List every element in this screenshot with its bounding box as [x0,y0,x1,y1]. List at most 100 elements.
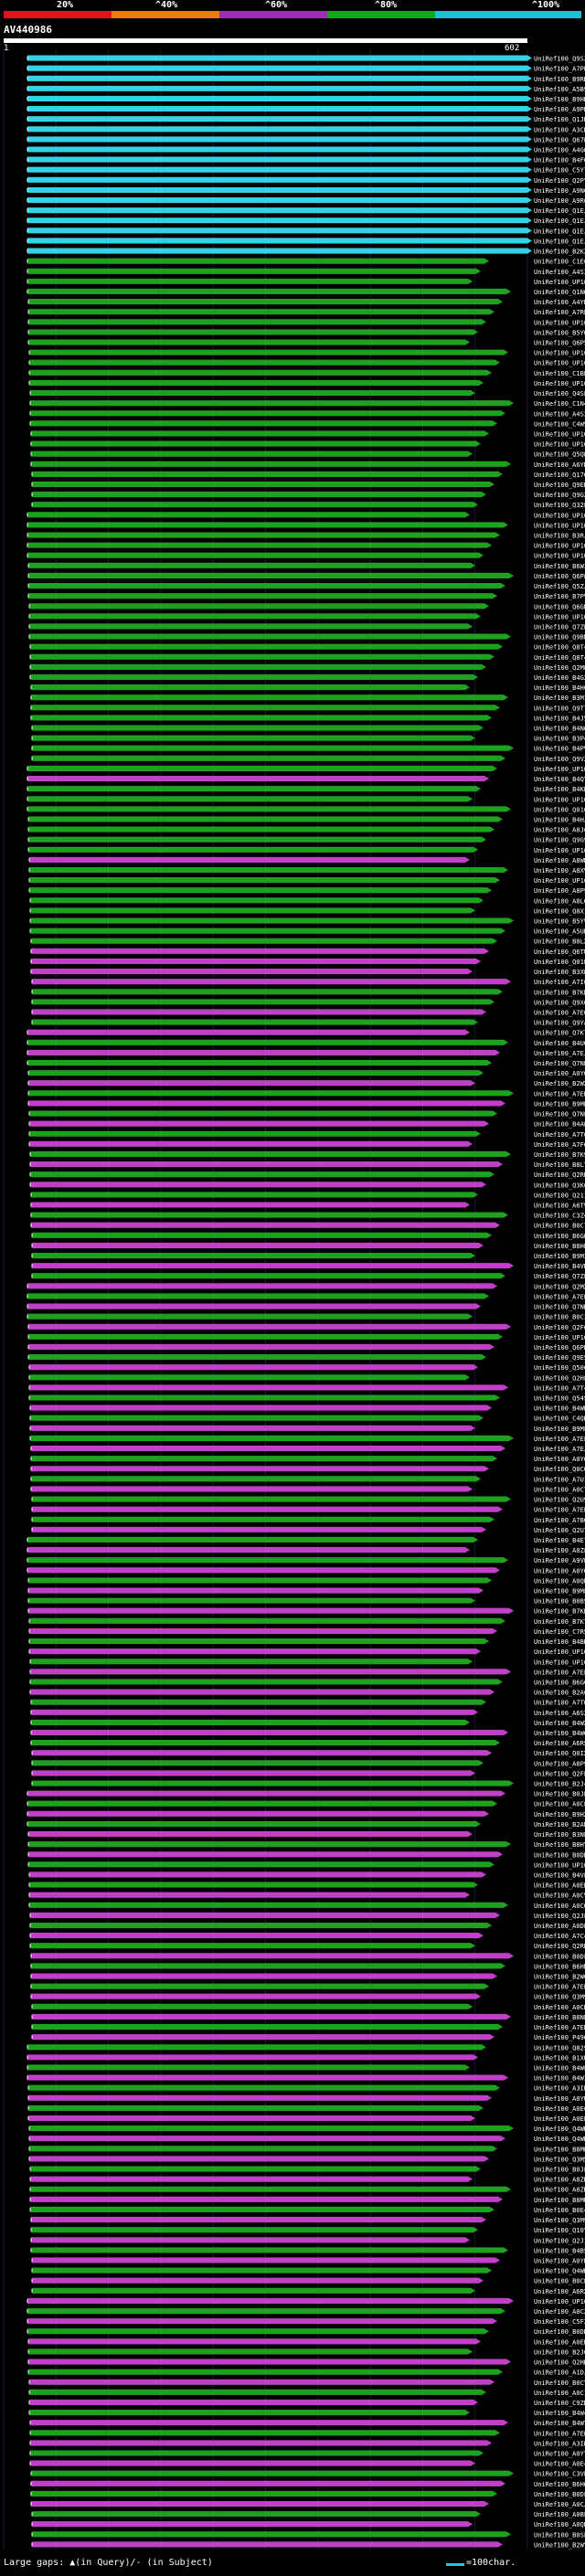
hit-label[interactable]: UniRef100_Q2U7S2 [534,1527,585,1534]
hit-label[interactable]: UniRef100_A3IK50 [534,2440,585,2447]
hit-label[interactable]: UniRef100_B4WNG6 [534,1405,585,1413]
hit-label[interactable]: UniRef100_A0CLS6 [534,1801,585,1808]
hit-label[interactable]: UniRef100_A6YR70 [534,461,585,469]
hit-label[interactable]: UniRef100_A7U193 [534,1476,585,1483]
hit-label[interactable]: UniRef100_Q2U984 [534,1497,585,1504]
hit-label[interactable]: UniRef100_Q2PYY5 [534,177,585,185]
hit-label[interactable]: UniRef100_Q6P8D6 [534,573,585,580]
hit-label[interactable]: UniRef100_Q6PBF8 [534,1344,585,1352]
hit-label[interactable]: UniRef100_UP1000... [534,512,585,519]
hit-label[interactable]: UniRef100_Q1EJV3 [534,217,585,225]
hit-label[interactable]: UniRef100_Q2HD61 [534,2359,585,2367]
hit-label[interactable]: UniRef100_B7PVL7 [534,593,585,600]
hit-label[interactable]: UniRef100_Q7K7X2 [534,1030,585,1037]
hit-label[interactable]: UniRef100_B2WYS2 [534,2541,585,2549]
hit-label[interactable]: UniRef100_Q0C0R1 [534,1466,585,1473]
hit-label[interactable]: UniRef100_Q7ND95 [534,1304,585,1311]
hit-label[interactable]: UniRef100_C1ECK8 [534,259,585,266]
hit-label[interactable]: UniRef100_B2J010 [534,2348,585,2356]
hit-label[interactable]: UniRef100_B9RK45 [534,76,585,83]
hit-label[interactable]: UniRef100_B2WCC8 [534,1974,585,1981]
hit-label[interactable]: UniRef100_A9NC55 [534,187,585,195]
hit-label[interactable]: UniRef100_C4WST7 [534,420,585,428]
hit-label[interactable]: UniRef100_UP1000... [534,430,585,438]
hit-label[interactable]: UniRef100_UP1000... [534,350,585,357]
hit-label[interactable]: UniRef100_B4E778 [534,1537,585,1544]
hit-label[interactable]: UniRef100_A8ZKU8 [534,2177,585,2184]
hit-label[interactable]: UniRef100_A8JC37 [534,827,585,834]
hit-label[interactable]: UniRef100_Q50C38 [534,1364,585,1372]
hit-label[interactable]: UniRef100_B4WTY0 [534,2420,585,2427]
hit-label[interactable]: UniRef100_Q4WH43 [534,2125,585,2133]
hit-label[interactable]: UniRef100_C5FZ54 [534,2318,585,2326]
hit-label[interactable]: UniRef100_C1BP08 [534,370,585,377]
hit-label[interactable]: UniRef100_A0EDA0 [534,2338,585,2346]
hit-label[interactable]: UniRef100_A8WRA2 [534,857,585,864]
hit-label[interactable]: UniRef100_Q2RR50 [534,1171,585,1179]
hit-label[interactable]: UniRef100_Q4WHC3 [534,2136,585,2143]
hit-label[interactable]: UniRef100_A7EN05 [534,2024,585,2031]
hit-label[interactable]: UniRef100_B0DF52 [534,1953,585,1960]
hit-label[interactable]: UniRef100_A4S3W6 [534,410,585,418]
hit-label[interactable]: UniRef100_Q2MXX7 [534,1283,585,1290]
hit-label[interactable]: UniRef100_A9PH15 [534,106,585,113]
hit-label[interactable]: UniRef100_UP1000... [534,553,585,560]
hit-label[interactable]: UniRef100_UP1000... [534,613,585,620]
hit-label[interactable]: UniRef100_A7ERN6 [534,1090,585,1097]
hit-label[interactable]: UniRef100_Q8X1P4 [534,907,585,915]
hit-label[interactable]: UniRef100_Q82SR1 [534,2044,585,2051]
hit-label[interactable]: UniRef100_Q2HFX4 [534,1374,585,1382]
hit-label[interactable]: UniRef100_A7T4T8 [534,1384,585,1392]
hit-label[interactable]: UniRef100_B7K999 [534,1151,585,1159]
hit-label[interactable]: UniRef100_B4PV13 [534,746,585,753]
hit-label[interactable]: UniRef100_Q2F639 [534,1324,585,1331]
hit-label[interactable]: UniRef100_A3IRL3 [534,2085,585,2093]
hit-label[interactable]: UniRef100_A0BFC3 [534,2511,585,2518]
hit-label[interactable]: UniRef100_A1DJ78 [534,2369,585,2377]
hit-label[interactable]: UniRef100_Q3M972 [534,1994,585,2001]
hit-label[interactable]: UniRef100_Q2M8S8 [534,664,585,672]
hit-label[interactable]: UniRef100_A7C479 [534,1933,585,1940]
hit-label[interactable]: UniRef100_A7EP88 [534,1984,585,1991]
hit-label[interactable]: UniRef100_C9ZD56 [534,2400,585,2407]
hit-label[interactable]: UniRef100_Q8T4T9 [534,644,585,652]
hit-label[interactable]: UniRef100_Q9T7C5 [534,705,585,712]
hit-label[interactable]: UniRef100_UP1000... [534,796,585,803]
hit-label[interactable]: UniRef100_A8P927 [534,887,585,895]
hit-label[interactable]: UniRef100_A8XV00 [534,867,585,875]
hit-label[interactable]: UniRef100_A7EP02 [534,1507,585,1514]
hit-label[interactable]: UniRef100_B2AC25 [534,1690,585,1697]
hit-label[interactable]: UniRef100_B8LX59 [534,938,585,946]
hit-label[interactable]: UniRef100_Q0IXB1 [534,1750,585,1757]
hit-label[interactable]: UniRef100_A7F664 [534,1141,585,1149]
hit-label[interactable]: UniRef100_C5Y7G6 [534,167,585,175]
hit-label[interactable]: UniRef100_Q5ZJH5 [534,583,585,590]
hit-label[interactable]: UniRef100_A8ZKV8 [534,2187,585,2194]
hit-label[interactable]: UniRef100_Q17GA3 [534,472,585,479]
hit-label[interactable]: UniRef100_A6RXH2 [534,2288,585,2295]
hit-label[interactable]: UniRef100_UP1000... [534,1334,585,1341]
hit-label[interactable]: UniRef100_C3Z4E3 [534,1213,585,1220]
hit-label[interactable]: UniRef100_A7TC39 [534,1131,585,1139]
hit-label[interactable]: UniRef100_Q1JRJ5 [534,116,585,123]
hit-label[interactable]: UniRef100_Q1EJU7 [534,228,585,235]
hit-label[interactable]: UniRef100_UP1000... [534,1659,585,1666]
hit-label[interactable]: UniRef100_B2AMJ8 [534,1821,585,1829]
hit-label[interactable]: UniRef100_UP1000... [534,1648,585,1656]
hit-label[interactable]: UniRef100_UP1000... [534,766,585,773]
hit-label[interactable]: UniRef100_Q9GSS0 [534,837,585,844]
hit-label[interactable]: UniRef100_B0SF55 [534,2531,585,2539]
hit-label[interactable]: UniRef100_Q3M9A6 [534,2217,585,2224]
hit-label[interactable]: UniRef100_A8P965 [534,1760,585,1767]
hit-label[interactable]: UniRef100_A0QRV3 [534,1577,585,1585]
hit-label[interactable]: UniRef100_B6HMN2 [534,1963,585,1970]
hit-label[interactable]: UniRef100_B4VNH4 [534,1263,585,1270]
hit-label[interactable]: UniRef100_A0QN29 [534,2521,585,2528]
hit-label[interactable]: UniRef100_A0CTW5 [534,1486,585,1493]
hit-label[interactable]: UniRef100_A6T9A0 [534,1202,585,1209]
hit-label[interactable]: UniRef100_A0EEC3 [534,2115,585,2123]
hit-label[interactable]: UniRef100_B6GEW8 [534,1233,585,1240]
hit-label[interactable]: UniRef100_B2WXL8 [534,1080,585,1087]
hit-label[interactable]: UniRef100_Q4WH64 [534,2268,585,2275]
hit-label[interactable]: UniRef100_B3XWF6 [534,969,585,976]
